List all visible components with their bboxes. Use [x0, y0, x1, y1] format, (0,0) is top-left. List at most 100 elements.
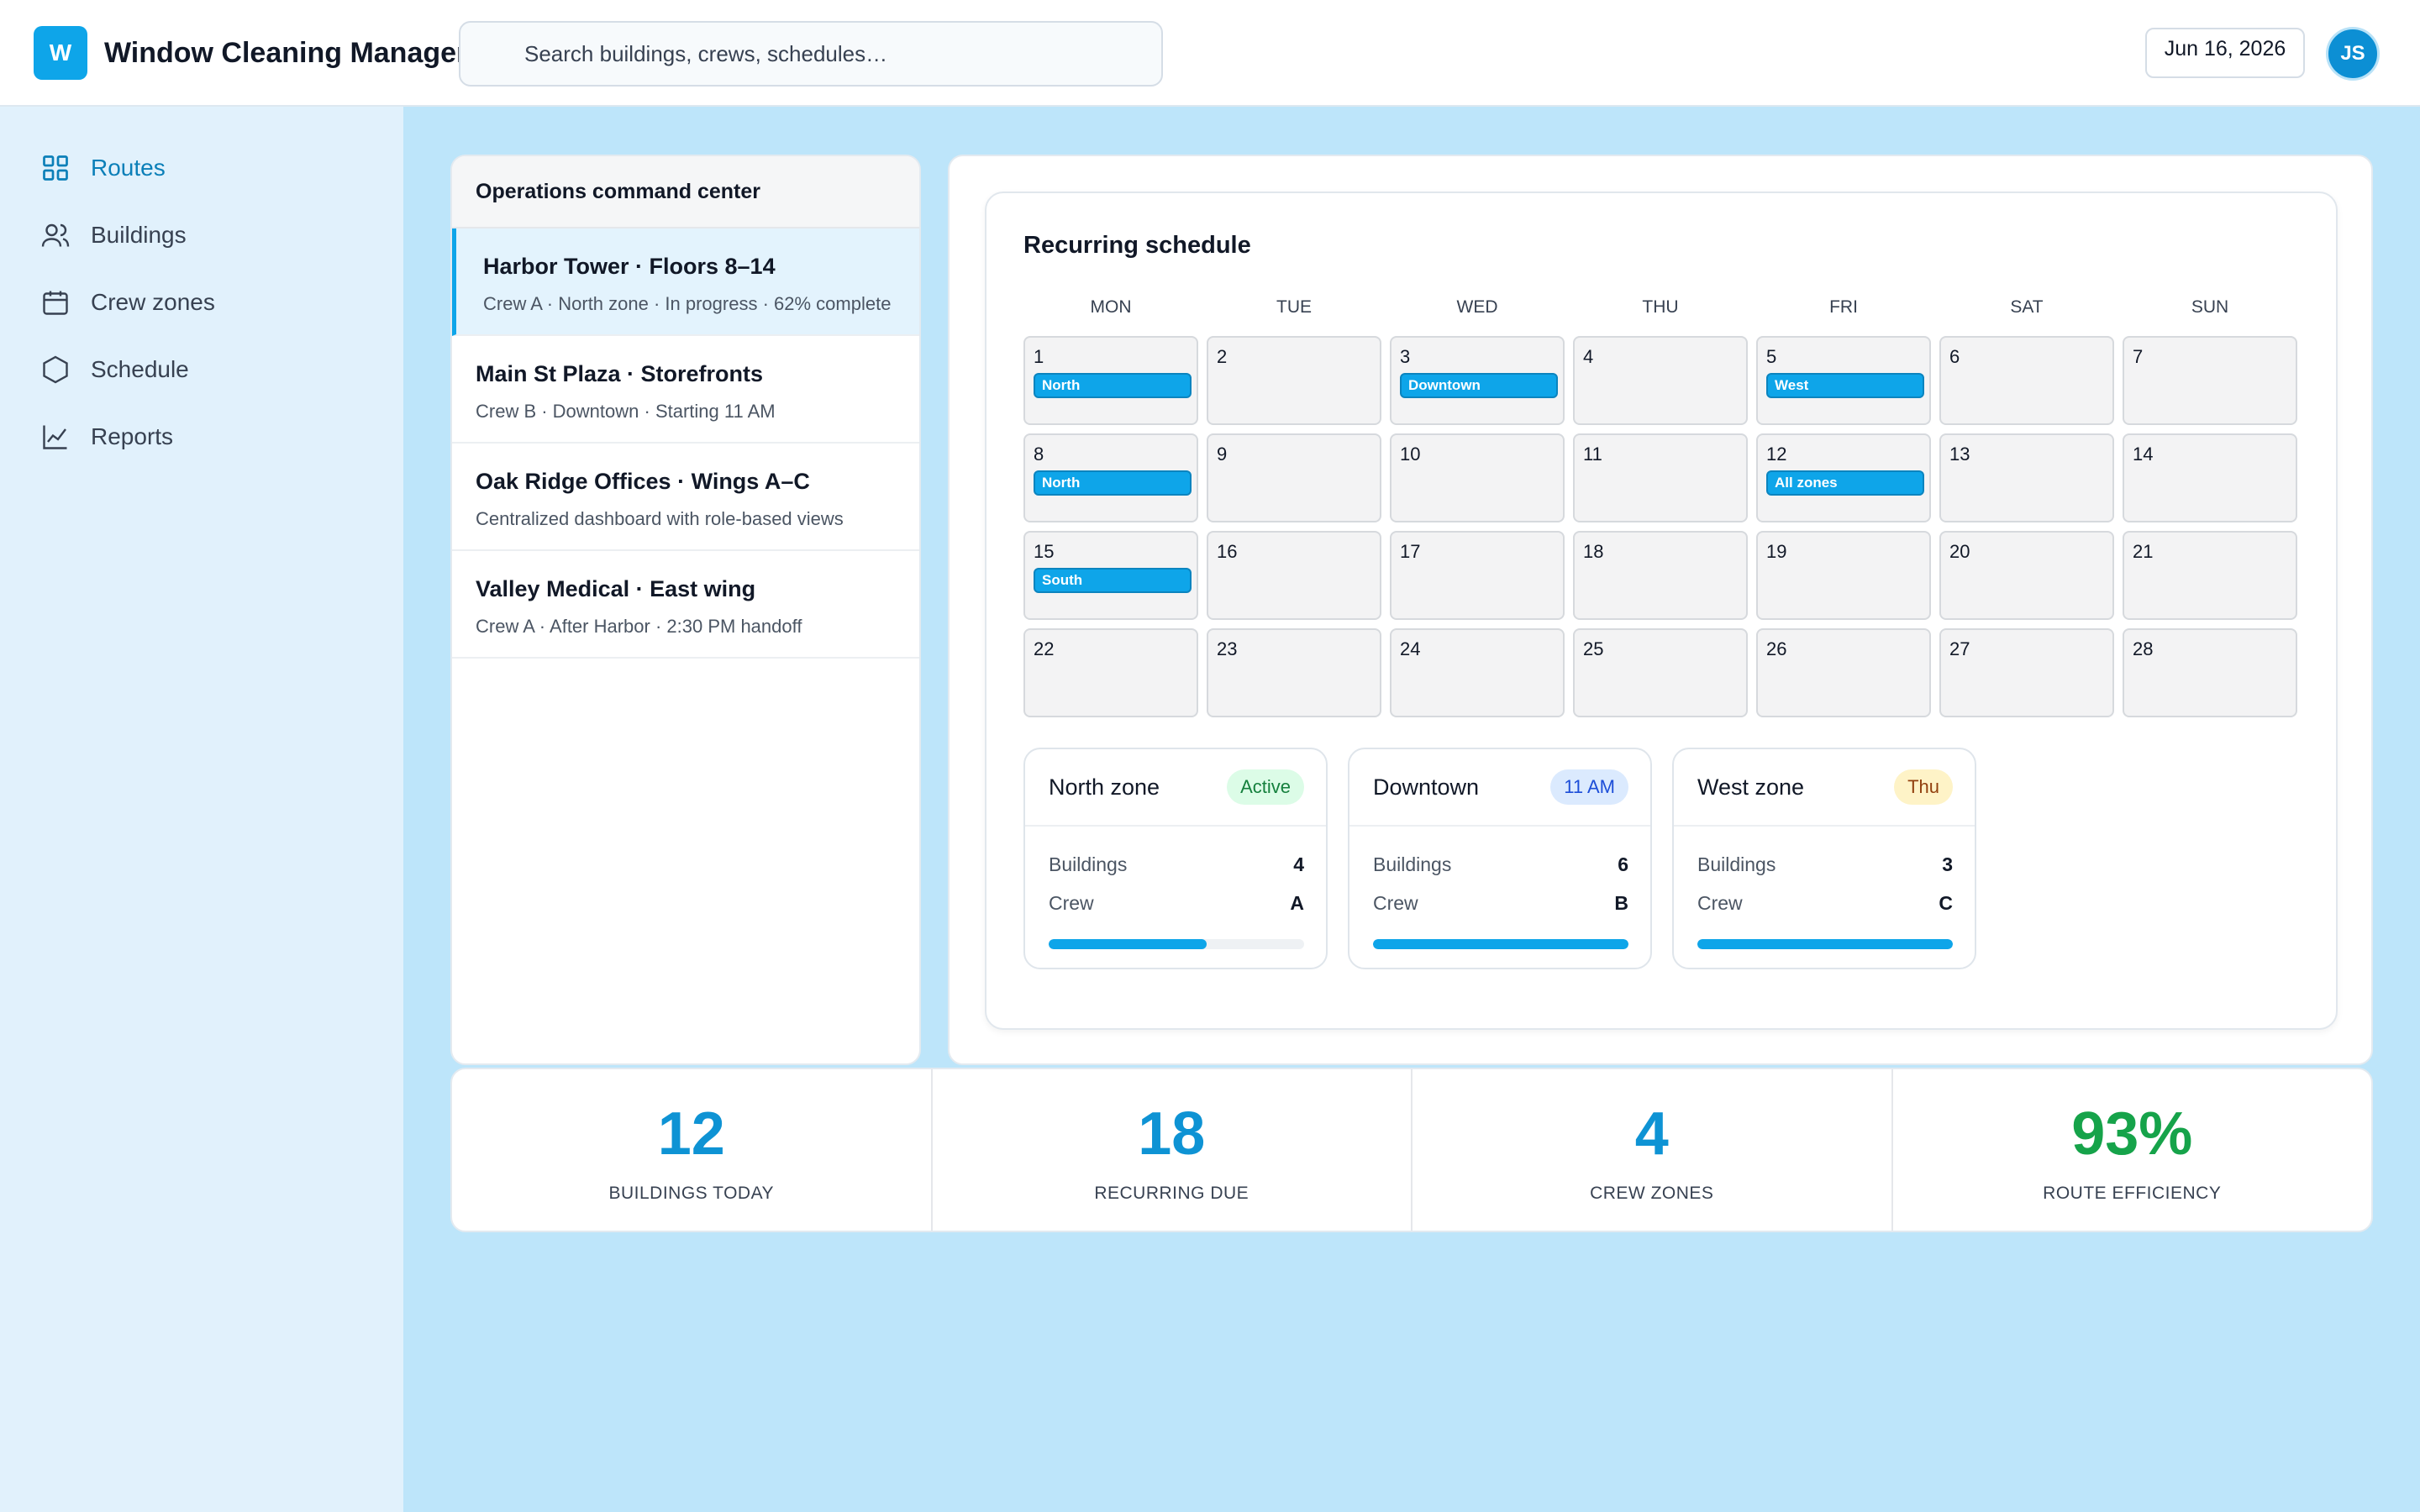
calendar-day[interactable]: 5 West [1756, 336, 1931, 425]
day-number: 4 [1583, 346, 1594, 367]
zone-buildings-row: Buildings 4 [1049, 853, 1304, 876]
zone-progress-bar [1049, 939, 1304, 949]
zone-tag[interactable]: West [1766, 373, 1924, 398]
app-logo[interactable]: W [34, 26, 87, 80]
calendar-day[interactable]: 21 [2123, 531, 2297, 620]
day-number: 20 [1949, 541, 1970, 562]
day-number: 13 [1949, 444, 1970, 465]
stat-label: CREW ZONES [1590, 1184, 1714, 1203]
search-box[interactable] [459, 21, 1163, 87]
calendar-day[interactable]: 20 [1939, 531, 2114, 620]
calendar-day[interactable]: 15 South [1023, 531, 1198, 620]
zone-status-badge: Active [1227, 769, 1304, 805]
route-subtitle: Crew A · North zone · In progress · 62% … [483, 293, 892, 314]
zone-name: West zone [1697, 774, 1805, 800]
zone-card[interactable]: Downtown 11 AM Buildings 6 Crew B [1348, 748, 1652, 969]
day-number: 6 [1949, 346, 1960, 367]
calendar-day[interactable]: 12 All zones [1756, 433, 1931, 522]
schedule-title: Recurring schedule [1023, 232, 1251, 259]
calendar-day[interactable]: 19 [1756, 531, 1931, 620]
route-title: Harbor Tower · Floors 8–14 [483, 254, 776, 279]
day-number: 14 [2133, 444, 2154, 465]
calendar-day[interactable]: 27 [1939, 628, 2114, 717]
weekday-header: MON [1090, 297, 1132, 317]
calendar-day[interactable]: 24 [1390, 628, 1565, 717]
calendar-day[interactable]: 10 [1390, 433, 1565, 522]
schedule-panel: Recurring schedule MON TUE WED THU FRI SAT SUN… [948, 155, 2373, 1065]
calendar-day[interactable]: 23 [1207, 628, 1381, 717]
sidebar-item-label: Crew zones [91, 289, 215, 315]
calendar-day[interactable]: 6 [1939, 336, 2114, 425]
day-number: 1 [1034, 346, 1044, 367]
calendar-day[interactable]: 4 [1573, 336, 1748, 425]
calendar-day[interactable]: 22 [1023, 628, 1198, 717]
day-number: 8 [1034, 444, 1044, 465]
app-title: Window Cleaning Manager [104, 37, 468, 69]
zone-crew-value: B [1614, 892, 1628, 914]
zone-card-header: West zone Thu [1674, 749, 1975, 827]
day-number: 2 [1217, 346, 1228, 367]
zone-card-header: Downtown 11 AM [1349, 749, 1650, 827]
calendar-day[interactable]: 1 North [1023, 336, 1198, 425]
calendar-day[interactable]: 13 [1939, 433, 2114, 522]
hexagon-icon [43, 355, 68, 384]
weekday-header: TUE [1276, 297, 1312, 317]
grid-icon [43, 155, 68, 181]
sidebar-item-schedule[interactable]: Schedule [40, 351, 376, 388]
route-title: Main St Plaza · Storefronts [476, 361, 764, 386]
route-title: Valley Medical · East wing [476, 576, 756, 601]
stat-value: 18 [1138, 1100, 1206, 1168]
route-item[interactable]: Main St Plaza · Storefronts Crew B · Dow… [452, 336, 919, 444]
calendar-day[interactable]: 26 [1756, 628, 1931, 717]
line-chart-icon [43, 425, 67, 449]
weekday-header: THU [1642, 297, 1679, 317]
zone-tag[interactable]: North [1034, 373, 1192, 398]
day-number: 23 [1217, 638, 1238, 659]
zone-buildings-row: Buildings 3 [1697, 853, 1953, 876]
calendar-day[interactable]: 11 [1573, 433, 1748, 522]
zone-card[interactable]: West zone Thu Buildings 3 Crew C [1672, 748, 1976, 969]
top-bar: W Window Cleaning Manager Jun 16, 2026 J… [0, 0, 2420, 107]
day-number: 7 [2133, 346, 2144, 367]
calendar-day[interactable]: 9 [1207, 433, 1381, 522]
calendar-day[interactable]: 28 [2123, 628, 2297, 717]
calendar-day[interactable]: 7 [2123, 336, 2297, 425]
calendar-day[interactable]: 25 [1573, 628, 1748, 717]
day-number: 28 [2133, 638, 2154, 659]
zone-name: Downtown [1373, 774, 1480, 800]
calendar-day[interactable]: 18 [1573, 531, 1748, 620]
day-number: 15 [1034, 541, 1055, 562]
calendar-day[interactable]: 2 [1207, 336, 1381, 425]
zone-tag[interactable]: South [1034, 568, 1192, 593]
zone-tag[interactable]: Downtown [1400, 373, 1558, 398]
route-item[interactable]: Oak Ridge Offices · Wings A–C Centralize… [452, 444, 919, 551]
calendar-day[interactable]: 16 [1207, 531, 1381, 620]
calendar-day[interactable]: 14 [2123, 433, 2297, 522]
user-avatar[interactable]: JS [2326, 27, 2380, 81]
calendar-day[interactable]: 8 North [1023, 433, 1198, 522]
sidebar-item-buildings[interactable]: Buildings [40, 217, 376, 254]
zone-tag[interactable]: All zones [1766, 470, 1924, 496]
zone-card[interactable]: North zone Active Buildings 4 Crew A [1023, 748, 1328, 969]
search-input[interactable] [524, 40, 1161, 67]
route-item[interactable]: Harbor Tower · Floors 8–14 Crew A · Nort… [452, 228, 919, 336]
calendar-day[interactable]: 3 Downtown [1390, 336, 1565, 425]
zone-tag[interactable]: North [1034, 470, 1192, 496]
date-chip[interactable]: Jun 16, 2026 [2145, 28, 2305, 78]
sidebar-item-routes[interactable]: Routes [40, 150, 376, 186]
day-number: 21 [2133, 541, 2154, 562]
sidebar-item-crew-zones[interactable]: Crew zones [40, 284, 376, 321]
sidebar-item-label: Routes [91, 155, 166, 181]
zone-buildings-label: Buildings [1049, 853, 1128, 875]
sidebar-item-reports[interactable]: Reports [40, 418, 376, 455]
calendar-day[interactable]: 17 [1390, 531, 1565, 620]
zone-crew-value: C [1939, 892, 1953, 914]
stat-label: RECURRING DUE [1094, 1184, 1249, 1203]
day-number: 25 [1583, 638, 1604, 659]
day-number: 24 [1400, 638, 1421, 659]
route-item[interactable]: Valley Medical · East wing Crew A · Afte… [452, 551, 919, 659]
users-icon [41, 223, 70, 247]
zone-name: North zone [1049, 774, 1160, 800]
day-number: 16 [1217, 541, 1238, 562]
zone-progress-fill [1049, 939, 1207, 949]
